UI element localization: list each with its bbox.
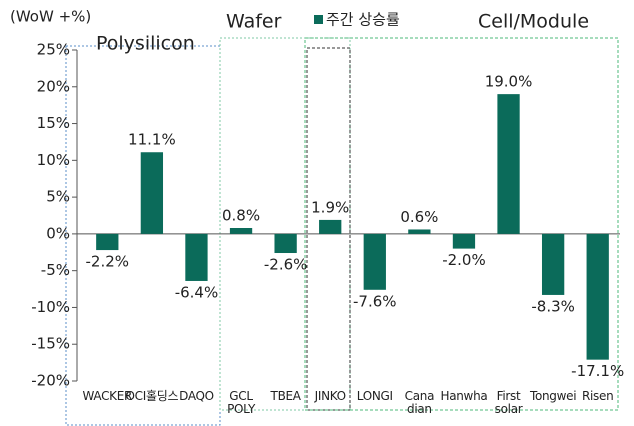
value-label: -8.3%	[531, 297, 575, 315]
bar	[586, 233, 609, 360]
y-axis-label: (WoW +%)	[10, 8, 91, 26]
x-tick-label: GCL POLY	[227, 389, 256, 416]
group-box	[65, 45, 221, 426]
group-label: Cell/Module	[478, 11, 589, 33]
x-tick-label: OCI홀딩스	[126, 389, 179, 403]
value-label: -2.6%	[264, 256, 308, 274]
value-label: 19.0%	[485, 73, 533, 91]
y-tick-label: 20%	[37, 77, 70, 95]
group-label: Wafer	[226, 11, 282, 33]
value-label: -17.1%	[571, 362, 624, 380]
bar	[96, 233, 119, 251]
x-tick-label: TBEA	[270, 389, 302, 403]
y-tick-label: 10%	[37, 151, 70, 169]
y-tick-label: 25%	[37, 41, 70, 59]
value-label: 0.6%	[400, 208, 438, 226]
bar	[140, 152, 164, 234]
group-box	[304, 37, 619, 411]
y-tick-label: -20%	[31, 372, 70, 390]
bar	[408, 229, 431, 234]
y-tick-label: -10%	[31, 298, 70, 316]
x-tick-label: First solar	[495, 389, 523, 416]
legend-swatch	[314, 15, 323, 24]
x-tick-label: Risen	[582, 389, 613, 403]
value-label: -7.6%	[353, 292, 397, 310]
bar	[274, 233, 297, 254]
group-box	[219, 37, 351, 411]
y-tick-label: 15%	[37, 114, 70, 132]
value-label: -2.0%	[442, 251, 486, 269]
x-tick-label: Tongwei	[529, 389, 576, 403]
y-tick-label: -15%	[31, 335, 70, 353]
bar	[185, 233, 208, 281]
bar	[363, 233, 386, 290]
group-box	[306, 47, 351, 411]
y-tick-label: 0%	[46, 224, 70, 242]
x-tick-label: DAQO	[179, 389, 214, 403]
value-label: 11.1%	[128, 131, 176, 149]
y-tick-label: 5%	[46, 188, 70, 206]
x-tick-label: LONGI	[357, 389, 393, 403]
bar	[319, 219, 342, 234]
value-label: 1.9%	[311, 198, 349, 216]
value-label: -6.4%	[175, 283, 219, 301]
x-tick-label: Cana dian	[405, 389, 435, 416]
value-label: 0.8%	[222, 207, 260, 225]
group-label: Polysilicon	[96, 33, 195, 55]
x-tick-label: JINKO	[314, 389, 346, 403]
y-tick-label: -5%	[41, 261, 70, 279]
x-tick-label: WACKER	[83, 389, 133, 403]
bar	[497, 94, 520, 234]
x-tick-label: Hanwha	[440, 389, 487, 403]
legend-label: 주간 상승률	[326, 11, 400, 29]
bar	[452, 233, 476, 249]
bar	[229, 228, 253, 234]
value-label: -2.2%	[86, 253, 130, 271]
bar	[541, 233, 565, 295]
